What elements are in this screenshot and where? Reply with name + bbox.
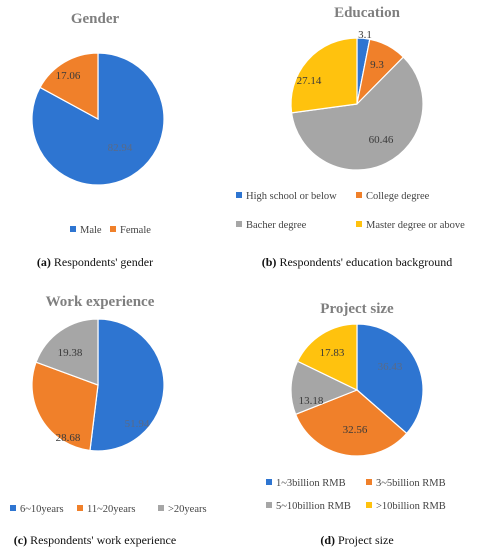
pie-slice-3-5billion-rmb: [294, 389, 408, 457]
legend-swatch-5-10billion-rmb: [266, 502, 272, 508]
data-label-6-10years: 51.94: [125, 418, 150, 430]
legend-swatch-3-5billion-rmb: [366, 479, 372, 485]
legend-swatch-10billion-rmb: [366, 502, 372, 508]
legend-gender: Male Female: [70, 225, 151, 236]
chart-title-work-experience: Work experience: [46, 294, 155, 310]
pie-education: 3.1 9.3 60.46 27.14: [290, 29, 424, 171]
caption-b: (b) Respondents' education background: [262, 255, 452, 269]
data-label-11-20years: 28.68: [56, 432, 81, 444]
caption-a: (a) Respondents' gender: [37, 255, 153, 269]
pie-slice-6-10years: [89, 318, 165, 452]
data-label-college-degree: 9.3: [370, 59, 384, 71]
data-label-3-5billion-rmb: 32.56: [343, 424, 368, 436]
data-label-1-3billion-rmb: 36.43: [378, 361, 403, 373]
data-label-10billion-rmb: 17.83: [320, 347, 345, 359]
caption-c: (c) Respondents' work experience: [14, 533, 176, 547]
legend-label-20years: >20years: [168, 504, 207, 515]
legend-swatch-1-3billion-rmb: [266, 479, 272, 485]
legend-label-female: Female: [120, 225, 151, 236]
pie-project-size: 36.43 32.56 13.18 17.83: [290, 323, 424, 457]
legend-label-6-10years: 6~10years: [20, 504, 64, 515]
legend-label-5-10billion-rmb: 5~10billion RMB: [276, 501, 351, 512]
data-label-master-degree-or-above: 27.14: [297, 75, 322, 87]
data-label-5-10billion-rmb: 13.18: [299, 395, 324, 407]
data-label-20years: 19.38: [58, 347, 83, 359]
legend-label-3-5billion-rmb: 3~5billion RMB: [376, 478, 446, 489]
legend-swatch-20years: [158, 505, 164, 511]
chart-title-project-size: Project size: [320, 301, 394, 317]
pie-slice-1-3billion-rmb: [356, 323, 424, 435]
pie-slice-11-20years: [31, 361, 99, 452]
pie-slice-master-degree-or-above: [290, 37, 358, 114]
legend-label-male: Male: [80, 225, 102, 236]
legend-label-master-degree-or-above: Master degree or above: [366, 220, 465, 231]
chart-title-gender: Gender: [71, 11, 120, 27]
chart-title-education: Education: [334, 5, 401, 21]
pie-work-experience: 51.94 28.68 19.38: [31, 318, 165, 452]
legend-work-experience: 6~10years 11~20years >20years: [10, 504, 207, 515]
legend-label-10billion-rmb: >10billion RMB: [376, 501, 446, 512]
pie-slice-female: [39, 52, 99, 121]
legend-swatch-high-school-or-below: [236, 192, 242, 198]
legend-swatch-college-degree: [356, 192, 362, 198]
data-label-female: 17.06: [56, 70, 81, 82]
legend-swatch-11-20years: [77, 505, 83, 511]
caption-d: (d) Project size: [320, 533, 393, 547]
pie-slice-10billion-rmb: [296, 323, 358, 391]
legend-label-college-degree: College degree: [366, 191, 430, 202]
data-label-high-school-or-below: 3.1: [358, 29, 372, 41]
legend-label-1-3billion-rmb: 1~3billion RMB: [276, 478, 346, 489]
legend-swatch-male: [70, 226, 76, 232]
pie-slice-20years: [35, 318, 99, 386]
pie-gender: 82.94 17.06: [31, 52, 165, 186]
data-label-bacher-degree: 60.46: [369, 134, 394, 146]
legend-project-size: 1~3billion RMB 3~5billion RMB 5~10billion …: [266, 478, 446, 512]
legend-swatch-female: [110, 226, 116, 232]
legend-swatch-6-10years: [10, 505, 16, 511]
legend-swatch-bacher-degree: [236, 221, 242, 227]
data-label-male: 82.94: [108, 142, 133, 154]
pie-slice-5-10billion-rmb: [290, 360, 359, 416]
legend-education: High school or below College degree Bacher…: [236, 191, 465, 231]
legend-swatch-master-degree-or-above: [356, 221, 362, 227]
legend-label-high-school-or-below: High school or below: [246, 191, 337, 202]
pie-slice-bacher-degree: [290, 56, 424, 171]
legend-label-11-20years: 11~20years: [87, 504, 135, 515]
legend-label-bacher-degree: Bacher degree: [246, 220, 307, 231]
